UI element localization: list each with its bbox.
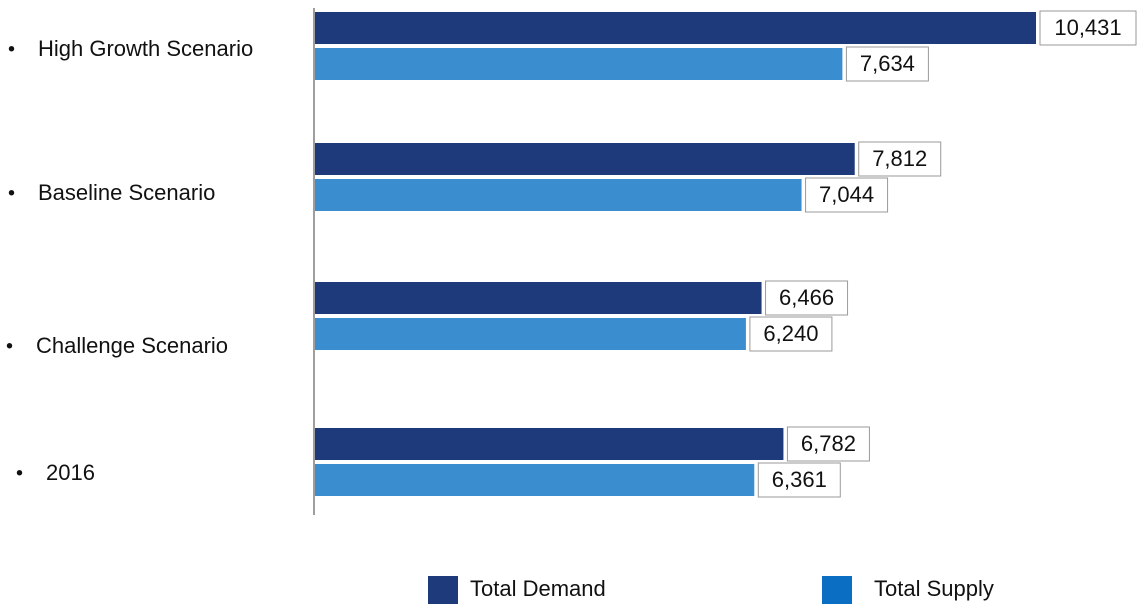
data-label-text: 10,431 xyxy=(1054,15,1121,40)
legend-item-total-demand: Total Demand xyxy=(428,576,606,604)
data-label-total-supply-baseline-scenario: 7,044 xyxy=(805,177,889,213)
bar-total-supply-high-growth-scenario xyxy=(315,48,843,80)
bar-total-demand-challenge-scenario xyxy=(315,282,762,314)
data-label-text: 7,634 xyxy=(860,51,915,76)
data-label-box xyxy=(1039,10,1137,46)
legend-swatch xyxy=(822,576,852,604)
bar-total-demand-baseline-scenario xyxy=(315,143,855,175)
legend-label: Total Demand xyxy=(470,576,606,601)
bar-total-supply-challenge-scenario xyxy=(315,318,746,350)
data-label-total-supply-2016: 6,361 xyxy=(757,462,841,498)
legend-item-total-supply: Total Supply xyxy=(822,576,994,604)
data-label-total-supply-high-growth-scenario: 7,634 xyxy=(845,46,929,82)
data-label-total-supply-challenge-scenario: 6,240 xyxy=(749,316,833,352)
data-label-box xyxy=(757,462,841,498)
category-bullet: • xyxy=(8,182,15,204)
bars-layer xyxy=(315,12,1036,496)
data-label-text: 6,361 xyxy=(772,467,827,492)
data-label-box xyxy=(749,316,833,352)
bar-total-demand-2016 xyxy=(315,428,784,460)
category-bullet: • xyxy=(8,38,15,60)
data-label-box xyxy=(765,280,849,316)
data-label-box xyxy=(845,46,929,82)
legend: Total Demand Total Supply xyxy=(428,576,994,604)
data-label-text: 6,782 xyxy=(801,431,856,456)
data-label-total-demand-baseline-scenario: 7,812 xyxy=(858,141,942,177)
data-labels-layer: 10,431 7,634 7,812 7,044 6,466 6,240 6,782 6,36… xyxy=(749,10,1137,498)
bar-total-supply-2016 xyxy=(315,464,755,496)
data-label-text: 6,466 xyxy=(779,285,834,310)
data-label-total-demand-challenge-scenario: 6,466 xyxy=(765,280,849,316)
bar-total-supply-baseline-scenario xyxy=(315,179,802,211)
legend-label: Total Supply xyxy=(874,576,994,601)
data-label-box xyxy=(858,141,942,177)
category-labels-layer: • High Growth Scenario • Baseline Scenario •… xyxy=(6,36,253,485)
category-label-baseline-scenario: Baseline Scenario xyxy=(38,180,215,205)
data-label-box xyxy=(786,426,870,462)
legend-swatch xyxy=(428,576,458,604)
category-label-challenge-scenario: Challenge Scenario xyxy=(36,333,228,358)
data-label-total-demand-2016: 6,782 xyxy=(786,426,870,462)
category-bullet: • xyxy=(16,462,23,484)
bar-total-demand-high-growth-scenario xyxy=(315,12,1036,44)
data-label-total-demand-high-growth-scenario: 10,431 xyxy=(1039,10,1137,46)
category-label-high-growth-scenario: High Growth Scenario xyxy=(38,36,253,61)
data-label-text: 6,240 xyxy=(763,321,818,346)
category-label-2016: 2016 xyxy=(46,460,95,485)
data-label-box xyxy=(805,177,889,213)
data-label-text: 7,044 xyxy=(819,182,874,207)
data-label-text: 7,812 xyxy=(872,146,927,171)
category-bullet: • xyxy=(6,335,13,357)
